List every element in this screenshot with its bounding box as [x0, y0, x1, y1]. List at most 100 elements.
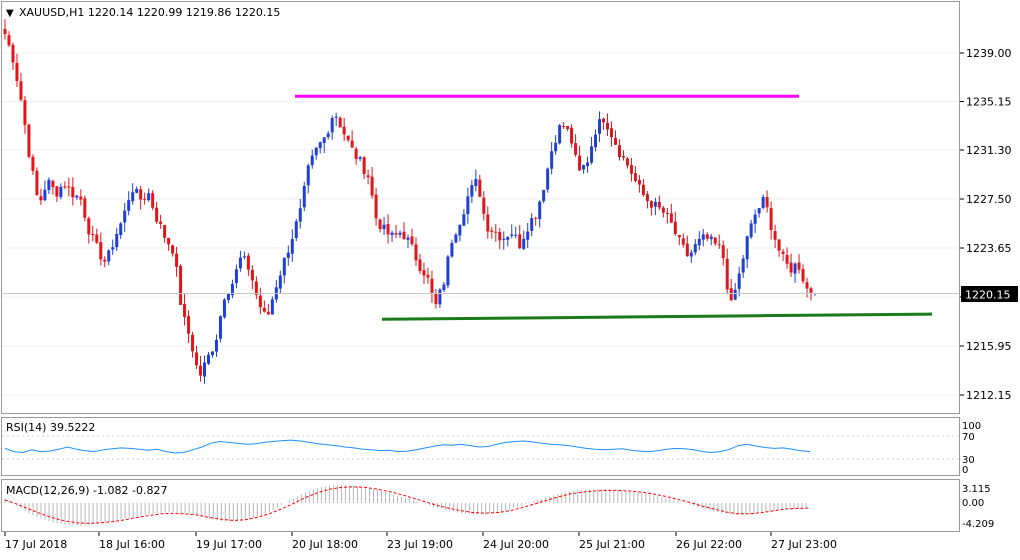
candle-body [494, 231, 498, 233]
rsi-scale-label: 30 [962, 455, 975, 466]
candle-body [534, 217, 538, 219]
candle-body [470, 185, 474, 197]
macd-scale-label: -4.209 [962, 519, 994, 530]
time-label: 26 Jul 22:00 [676, 538, 742, 551]
candle-body [167, 237, 171, 245]
current-price-tag [961, 286, 1018, 302]
candle-body [434, 293, 438, 305]
candle-body [306, 165, 310, 186]
candle-body [617, 145, 621, 157]
time-label: 17 Jul 2018 [5, 538, 67, 551]
candle-body [430, 278, 434, 293]
price-panel[interactable] [1, 1, 960, 414]
candle-body [741, 258, 745, 273]
candle-body [789, 262, 793, 273]
candle-body [801, 268, 805, 282]
candle-body [362, 157, 366, 175]
candle-body [79, 196, 83, 200]
candle-body [175, 253, 179, 267]
symbol-header: XAUUSD,H1 1220.14 1220.99 1219.86 1220.1… [19, 6, 280, 19]
candle-body [625, 158, 629, 166]
candle-body [793, 263, 797, 274]
candle-body [67, 186, 71, 188]
candle-body [514, 234, 518, 236]
candle-body [210, 351, 214, 356]
time-label: 24 Jul 20:00 [483, 538, 549, 551]
candle-body [562, 126, 566, 128]
candle-body [681, 238, 685, 245]
candle-body [729, 288, 733, 301]
candle-body [526, 231, 530, 240]
candle-body [506, 237, 510, 240]
candle-body [143, 198, 147, 200]
candle-body [370, 176, 374, 196]
candle-body [689, 252, 693, 257]
candle-body [326, 133, 330, 137]
candle-body [87, 218, 91, 235]
candle-body [111, 247, 115, 250]
candle-body [466, 196, 470, 215]
candle-body [99, 242, 103, 260]
candle-body [91, 233, 95, 235]
time-label: 18 Jul 16:00 [99, 538, 165, 551]
candle-body [266, 311, 270, 315]
candle-body [462, 214, 466, 226]
candle-body [282, 257, 286, 276]
candle-body [75, 195, 79, 198]
candle-body [737, 273, 741, 289]
candle-body [330, 117, 334, 133]
price-label: 1212.15 [966, 389, 1012, 402]
candle-body [594, 134, 598, 148]
candle-body [753, 214, 757, 224]
candle-body [554, 142, 558, 152]
candle-body [195, 352, 199, 366]
candle-body [7, 35, 11, 46]
candle-body [3, 28, 7, 35]
candlestick-series [3, 19, 817, 384]
price-axis: 1239.00 1235.15 1231.30 1227.50 1223.65 … [960, 47, 1012, 402]
candle-body [450, 243, 454, 257]
support-line[interactable] [381, 312, 933, 321]
candle-body [474, 178, 478, 187]
candle-body [438, 289, 442, 305]
candle-body [546, 168, 550, 190]
candle-body [35, 170, 39, 196]
macd-histogram [4, 485, 807, 526]
time-label: 27 Jul 23:00 [771, 538, 837, 551]
candle-body [606, 122, 610, 130]
candle-body [721, 245, 725, 259]
candle-body [366, 175, 370, 178]
candle-body [226, 294, 230, 301]
candle-body [709, 236, 713, 239]
candle-body [51, 180, 55, 188]
candle-body [43, 189, 47, 201]
rsi-line [4, 439, 811, 454]
candle-body [382, 224, 386, 230]
candle-body [414, 244, 418, 261]
price-label: 1239.00 [966, 47, 1012, 60]
candle-body [286, 252, 290, 258]
candle-body [386, 224, 390, 235]
candle-body [749, 223, 753, 238]
candle-body [318, 142, 322, 149]
candle-body [673, 221, 677, 234]
candle-body [653, 201, 657, 207]
candle-body [422, 270, 426, 276]
candle-body [486, 214, 490, 232]
candle-body [621, 156, 625, 158]
candle-body [214, 339, 218, 352]
candle-body [63, 186, 67, 188]
candle-body [19, 81, 23, 100]
candle-body [598, 119, 602, 134]
candle-body [550, 151, 554, 169]
dropdown-arrow-icon[interactable]: ▼ [6, 8, 14, 19]
rsi-title: RSI(14) 39.5222 [6, 421, 95, 434]
candle-body [278, 275, 282, 289]
candle-body [657, 202, 661, 208]
candle-body [629, 165, 633, 174]
candle-body [238, 257, 242, 269]
candle-body [757, 208, 761, 214]
candle-body [250, 269, 254, 281]
